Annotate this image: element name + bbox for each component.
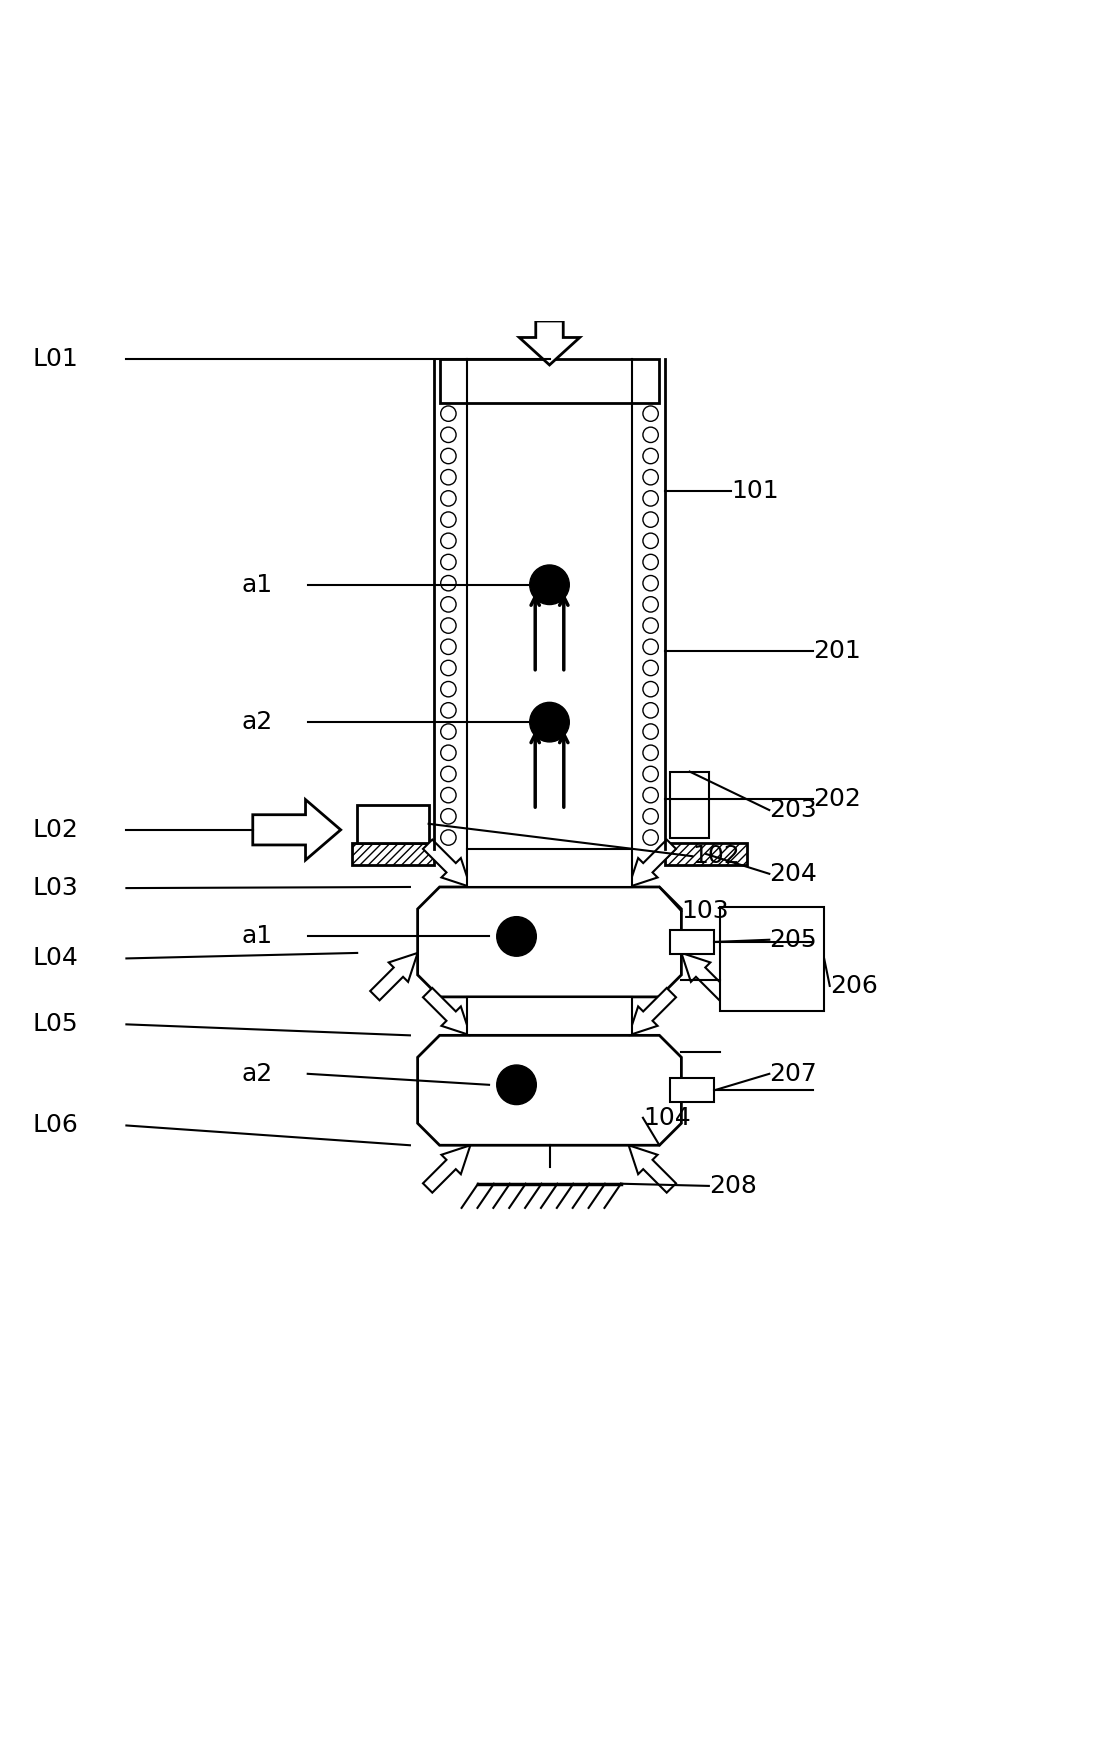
Polygon shape — [423, 1146, 470, 1193]
Polygon shape — [418, 886, 681, 998]
Polygon shape — [681, 952, 729, 1001]
Text: 101: 101 — [731, 479, 778, 503]
Polygon shape — [629, 987, 676, 1036]
Text: a1: a1 — [242, 573, 273, 597]
Polygon shape — [519, 320, 580, 366]
Bar — [670, 771, 709, 837]
Text: 202: 202 — [813, 787, 862, 811]
Text: 207: 207 — [769, 1062, 817, 1086]
Text: 206: 206 — [830, 973, 878, 998]
Circle shape — [530, 566, 569, 604]
Bar — [467, 998, 632, 1036]
Text: 201: 201 — [813, 639, 861, 663]
Text: 102: 102 — [692, 844, 740, 869]
Polygon shape — [423, 839, 470, 886]
Text: 208: 208 — [709, 1173, 757, 1198]
Circle shape — [530, 702, 569, 742]
Text: L04: L04 — [33, 947, 79, 970]
Text: a2: a2 — [242, 1062, 273, 1086]
Bar — [352, 843, 434, 865]
Text: 103: 103 — [681, 898, 729, 923]
Bar — [357, 804, 429, 843]
Text: L01: L01 — [33, 348, 79, 371]
Polygon shape — [418, 1036, 681, 1146]
Text: L06: L06 — [33, 1114, 79, 1137]
Text: 205: 205 — [769, 928, 817, 952]
Bar — [670, 930, 714, 954]
Text: a1: a1 — [242, 924, 273, 949]
Bar — [467, 848, 632, 886]
Circle shape — [497, 1065, 536, 1104]
Polygon shape — [629, 1146, 676, 1193]
Polygon shape — [253, 799, 341, 860]
Text: L02: L02 — [33, 818, 79, 843]
Bar — [670, 1078, 714, 1102]
Circle shape — [497, 918, 536, 956]
Bar — [720, 907, 824, 1012]
Text: L05: L05 — [33, 1012, 79, 1036]
Text: a2: a2 — [242, 710, 273, 735]
Text: 203: 203 — [769, 797, 817, 822]
Polygon shape — [629, 839, 676, 886]
Polygon shape — [423, 987, 470, 1036]
Text: 204: 204 — [769, 862, 818, 886]
Text: L03: L03 — [33, 876, 79, 900]
Text: 104: 104 — [643, 1106, 690, 1130]
Bar — [440, 359, 659, 404]
Polygon shape — [370, 952, 418, 1001]
Bar — [665, 843, 747, 865]
